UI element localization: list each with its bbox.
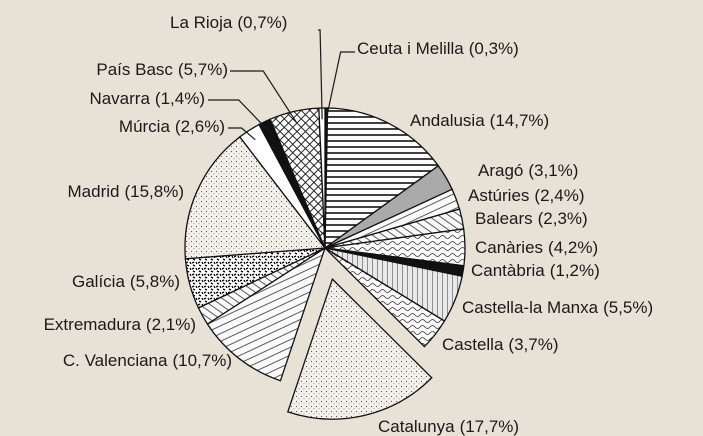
category-name: Múrcia (119, 117, 171, 136)
slice-label: Castella-la Manxa (5,5%) (462, 298, 653, 317)
pie-slice (184, 135, 327, 260)
category-name: Navarra (89, 89, 150, 108)
value-label: (10,7%) (172, 351, 232, 370)
category-name: C. Valenciana (63, 351, 168, 370)
slice-label: Cantàbria (1,2%) (471, 261, 600, 280)
category-name: País Basc (96, 60, 173, 79)
slice-label: Andalusia (14,7%) (410, 111, 549, 130)
value-label: (2,1%) (146, 315, 196, 334)
slice-label: Galícia (5,8%) (72, 272, 180, 291)
slice-label: Catalunya (17,7%) (378, 417, 519, 436)
value-label: (14,7%) (490, 111, 550, 130)
value-label: (4,2%) (548, 238, 598, 257)
slice-label: País Basc (5,7%) (96, 60, 228, 79)
value-label: (15,8%) (124, 182, 184, 201)
value-label: (5,7%) (178, 60, 228, 79)
category-name: Cantàbria (471, 261, 545, 280)
category-name: Catalunya (378, 417, 455, 436)
value-label: (3,1%) (528, 161, 578, 180)
category-name: Extremadura (44, 315, 142, 334)
value-label: (0,7%) (237, 13, 287, 32)
category-name: Galícia (72, 272, 125, 291)
pie-slice (206, 246, 327, 382)
value-label: (5,8%) (130, 272, 180, 291)
category-name: Castella (442, 335, 504, 354)
slice-label: Balears (2,3%) (475, 209, 588, 228)
category-name: La Rioja (170, 13, 233, 32)
slice-label: C. Valenciana (10,7%) (63, 351, 232, 370)
leader-line (208, 99, 270, 133)
category-name: Astúries (468, 186, 529, 205)
value-label: (1,2%) (550, 261, 600, 280)
slice-label: Múrcia (2,6%) (119, 117, 225, 136)
category-name: Andalusia (410, 111, 485, 130)
category-name: Ceuta i Melilla (357, 39, 464, 58)
value-label: (2,3%) (538, 209, 588, 228)
slice-label: Extremadura (2,1%) (44, 315, 196, 334)
slice-label: Navarra (1,4%) (89, 89, 205, 108)
category-name: Castella-la Manxa (462, 298, 599, 317)
value-label: (2,6%) (175, 117, 225, 136)
slice-label: Castella (3,7%) (442, 335, 559, 354)
slice-label: Astúries (2,4%) (468, 186, 585, 205)
value-label: (2,4%) (534, 186, 584, 205)
slice-label: Ceuta i Melilla (0,3%) (357, 39, 519, 58)
pie-slice (324, 247, 446, 348)
category-name: Canàries (475, 238, 543, 257)
value-label: (1,4%) (155, 89, 205, 108)
leader-line (230, 70, 297, 123)
slice-label: Aragó (3,1%) (478, 161, 578, 180)
value-label: (17,7%) (460, 417, 520, 436)
slice-label: La Rioja (0,7%) (170, 13, 287, 32)
value-label: (5,5%) (603, 298, 653, 317)
slice-label: Madrid (15,8%) (68, 182, 185, 201)
slice-label: Canàries (4,2%) (475, 238, 598, 257)
pie-slice (324, 107, 440, 250)
value-label: (3,7%) (508, 335, 558, 354)
category-name: Balears (475, 209, 533, 228)
value-label: (0,3%) (469, 39, 519, 58)
category-name: Aragó (478, 161, 523, 180)
category-name: Madrid (68, 182, 120, 201)
leader-line (228, 127, 256, 141)
pie-slice (286, 277, 433, 420)
leader-line (325, 51, 355, 120)
leader-line (318, 29, 323, 120)
